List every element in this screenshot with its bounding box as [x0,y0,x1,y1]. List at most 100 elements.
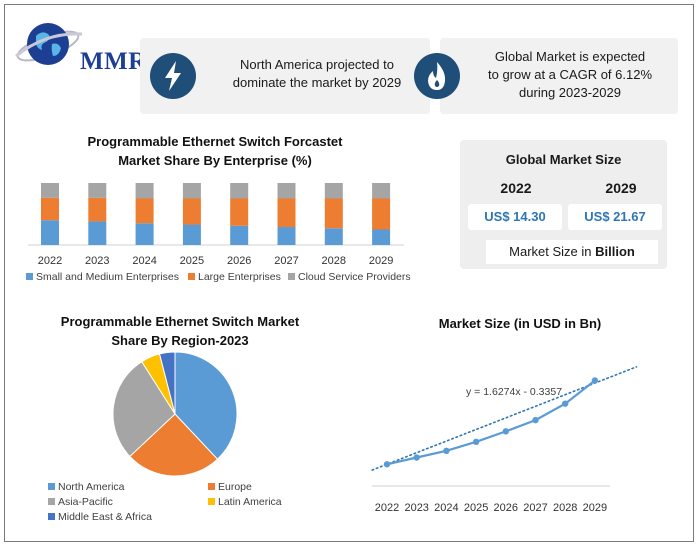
bar-segment-3 [135,183,154,199]
flame-icon [414,53,460,99]
bar-segment-3 [88,183,107,198]
bar-segment-3 [230,183,249,199]
chart-title-line: Programmable Ethernet Switch Forcastet [87,134,343,149]
region-chart-title: Programmable Ethernet Switch Market Shar… [40,312,320,350]
bar-segment-2 [324,198,343,229]
region-pie-chart [112,351,238,477]
legend-label: Latin America [218,496,282,508]
trendline-equation: y = 1.6274x - 0.3357 [466,386,562,398]
legend-label: Europe [218,481,252,493]
bar-segment-1 [41,220,59,245]
bar-segment-2 [135,198,154,224]
x-tick-label: 2029 [583,502,607,514]
legend-item: Europe [208,481,252,493]
x-tick-label: 2025 [464,502,488,514]
x-tick-label: 2026 [227,255,251,267]
gms-value-end: US$ 21.67 [568,204,662,230]
trendline [371,366,638,471]
x-tick-label: 2023 [85,255,109,267]
x-tick-label: 2026 [494,502,518,514]
global-market-size-title: Global Market Size [505,152,622,167]
gms-year-start: 2022 [500,180,532,196]
x-tick-label: 2022 [375,502,399,514]
callout-north-america: North America projected to dominate the … [140,38,430,114]
legend-item: Latin America [208,496,282,508]
series-line [386,379,596,466]
data-point [562,400,569,407]
legend-swatch [48,483,55,490]
legend-label: Middle East & Africa [58,511,152,523]
bar-segment-2 [372,198,391,230]
chart-title-line: Programmable Ethernet Switch Market [60,314,300,329]
callout-line: to grow at a CAGR of 6.12% [487,67,653,82]
global-market-size-panel: Global Market Size 2022 2029 US$ 14.30 U… [460,140,667,269]
bar-segment-1 [230,225,249,245]
callout-cagr: Global Market is expected to grow at a C… [414,38,678,114]
enterprise-stacked-bar-chart: 2022 2023 2024 2025 2026 2027 2028 2029 [28,183,404,267]
data-point [591,377,599,384]
x-tick-label: 2027 [523,502,547,514]
x-tick-label: 2023 [404,502,428,514]
legend-item: Small and Medium Enterprises [26,271,179,283]
legend-label: Large Enterprises [198,271,281,283]
callout-north-america-text: North America projected to dominate the … [212,56,422,92]
bar-segment-1 [135,223,154,245]
callout-line: North America projected to [240,57,394,72]
data-point [383,461,391,468]
data-point [472,438,480,446]
bar-segment-1 [324,228,343,245]
legend-item: Middle East & Africa [48,511,152,523]
legend-item: Large Enterprises [188,271,281,283]
brand-logo: MMR [14,14,147,78]
brand-logo-text: MMR [80,48,147,75]
legend-swatch [48,498,55,505]
infographic-frame [4,4,694,542]
x-tick-label: 2022 [38,255,62,267]
lightning-bolt-icon [150,53,196,99]
gms-unit-bold: Billion [595,244,635,259]
x-tick-label: 2028 [553,502,577,514]
bar-segment-1 [182,224,201,245]
enterprise-chart-title: Programmable Ethernet Switch Forcastet M… [60,132,370,170]
data-point [443,447,450,455]
bar-segment-3 [277,183,296,199]
gms-value-start: US$ 14.30 [468,204,562,230]
pie-slice [158,351,176,415]
legend-label: Small and Medium Enterprises [36,271,179,283]
bar-segment-3 [324,183,343,199]
bar-segment-2 [277,198,296,228]
bar-segment-3 [372,183,391,199]
x-tick-label: 2029 [369,255,393,267]
legend-swatch [48,513,55,520]
legend-item: Cloud Service Providers [288,271,411,283]
enterprise-chart-legend: Small and Medium Enterprises Large Enter… [22,271,422,285]
market-size-line-title: Market Size (in USD in Bn) [438,316,602,331]
pie-slice [174,351,238,460]
callout-line: Global Market is expected [494,49,646,64]
bar-segment-3 [182,183,201,199]
gms-unit-prefix: Market Size in [509,244,596,259]
legend-swatch [26,273,33,280]
x-tick-label: 2025 [180,255,204,267]
bar-segment-1 [88,221,107,245]
legend-label: North America [58,481,125,493]
x-tick-label: 2024 [434,502,458,514]
bar-segment-1 [372,229,391,245]
legend-swatch [188,273,195,280]
callout-line: during 2023-2029 [519,85,621,100]
callout-line: dominate the market by 2029 [232,75,402,90]
gms-year-end: 2029 [605,180,637,196]
data-point [502,428,509,435]
bar-segment-1 [277,227,296,245]
pie-slice [112,360,176,458]
bar-segment-2 [182,198,201,225]
pie-slice [129,413,219,477]
legend-swatch [208,498,215,505]
legend-swatch [208,483,215,490]
globe-icon [15,23,83,65]
legend-label: Cloud Service Providers [298,271,411,283]
chart-title-line: Market Share By Enterprise (%) [118,153,312,168]
bar-segment-3 [41,183,59,198]
callout-cagr-text: Global Market is expected to grow at a C… [470,48,670,102]
